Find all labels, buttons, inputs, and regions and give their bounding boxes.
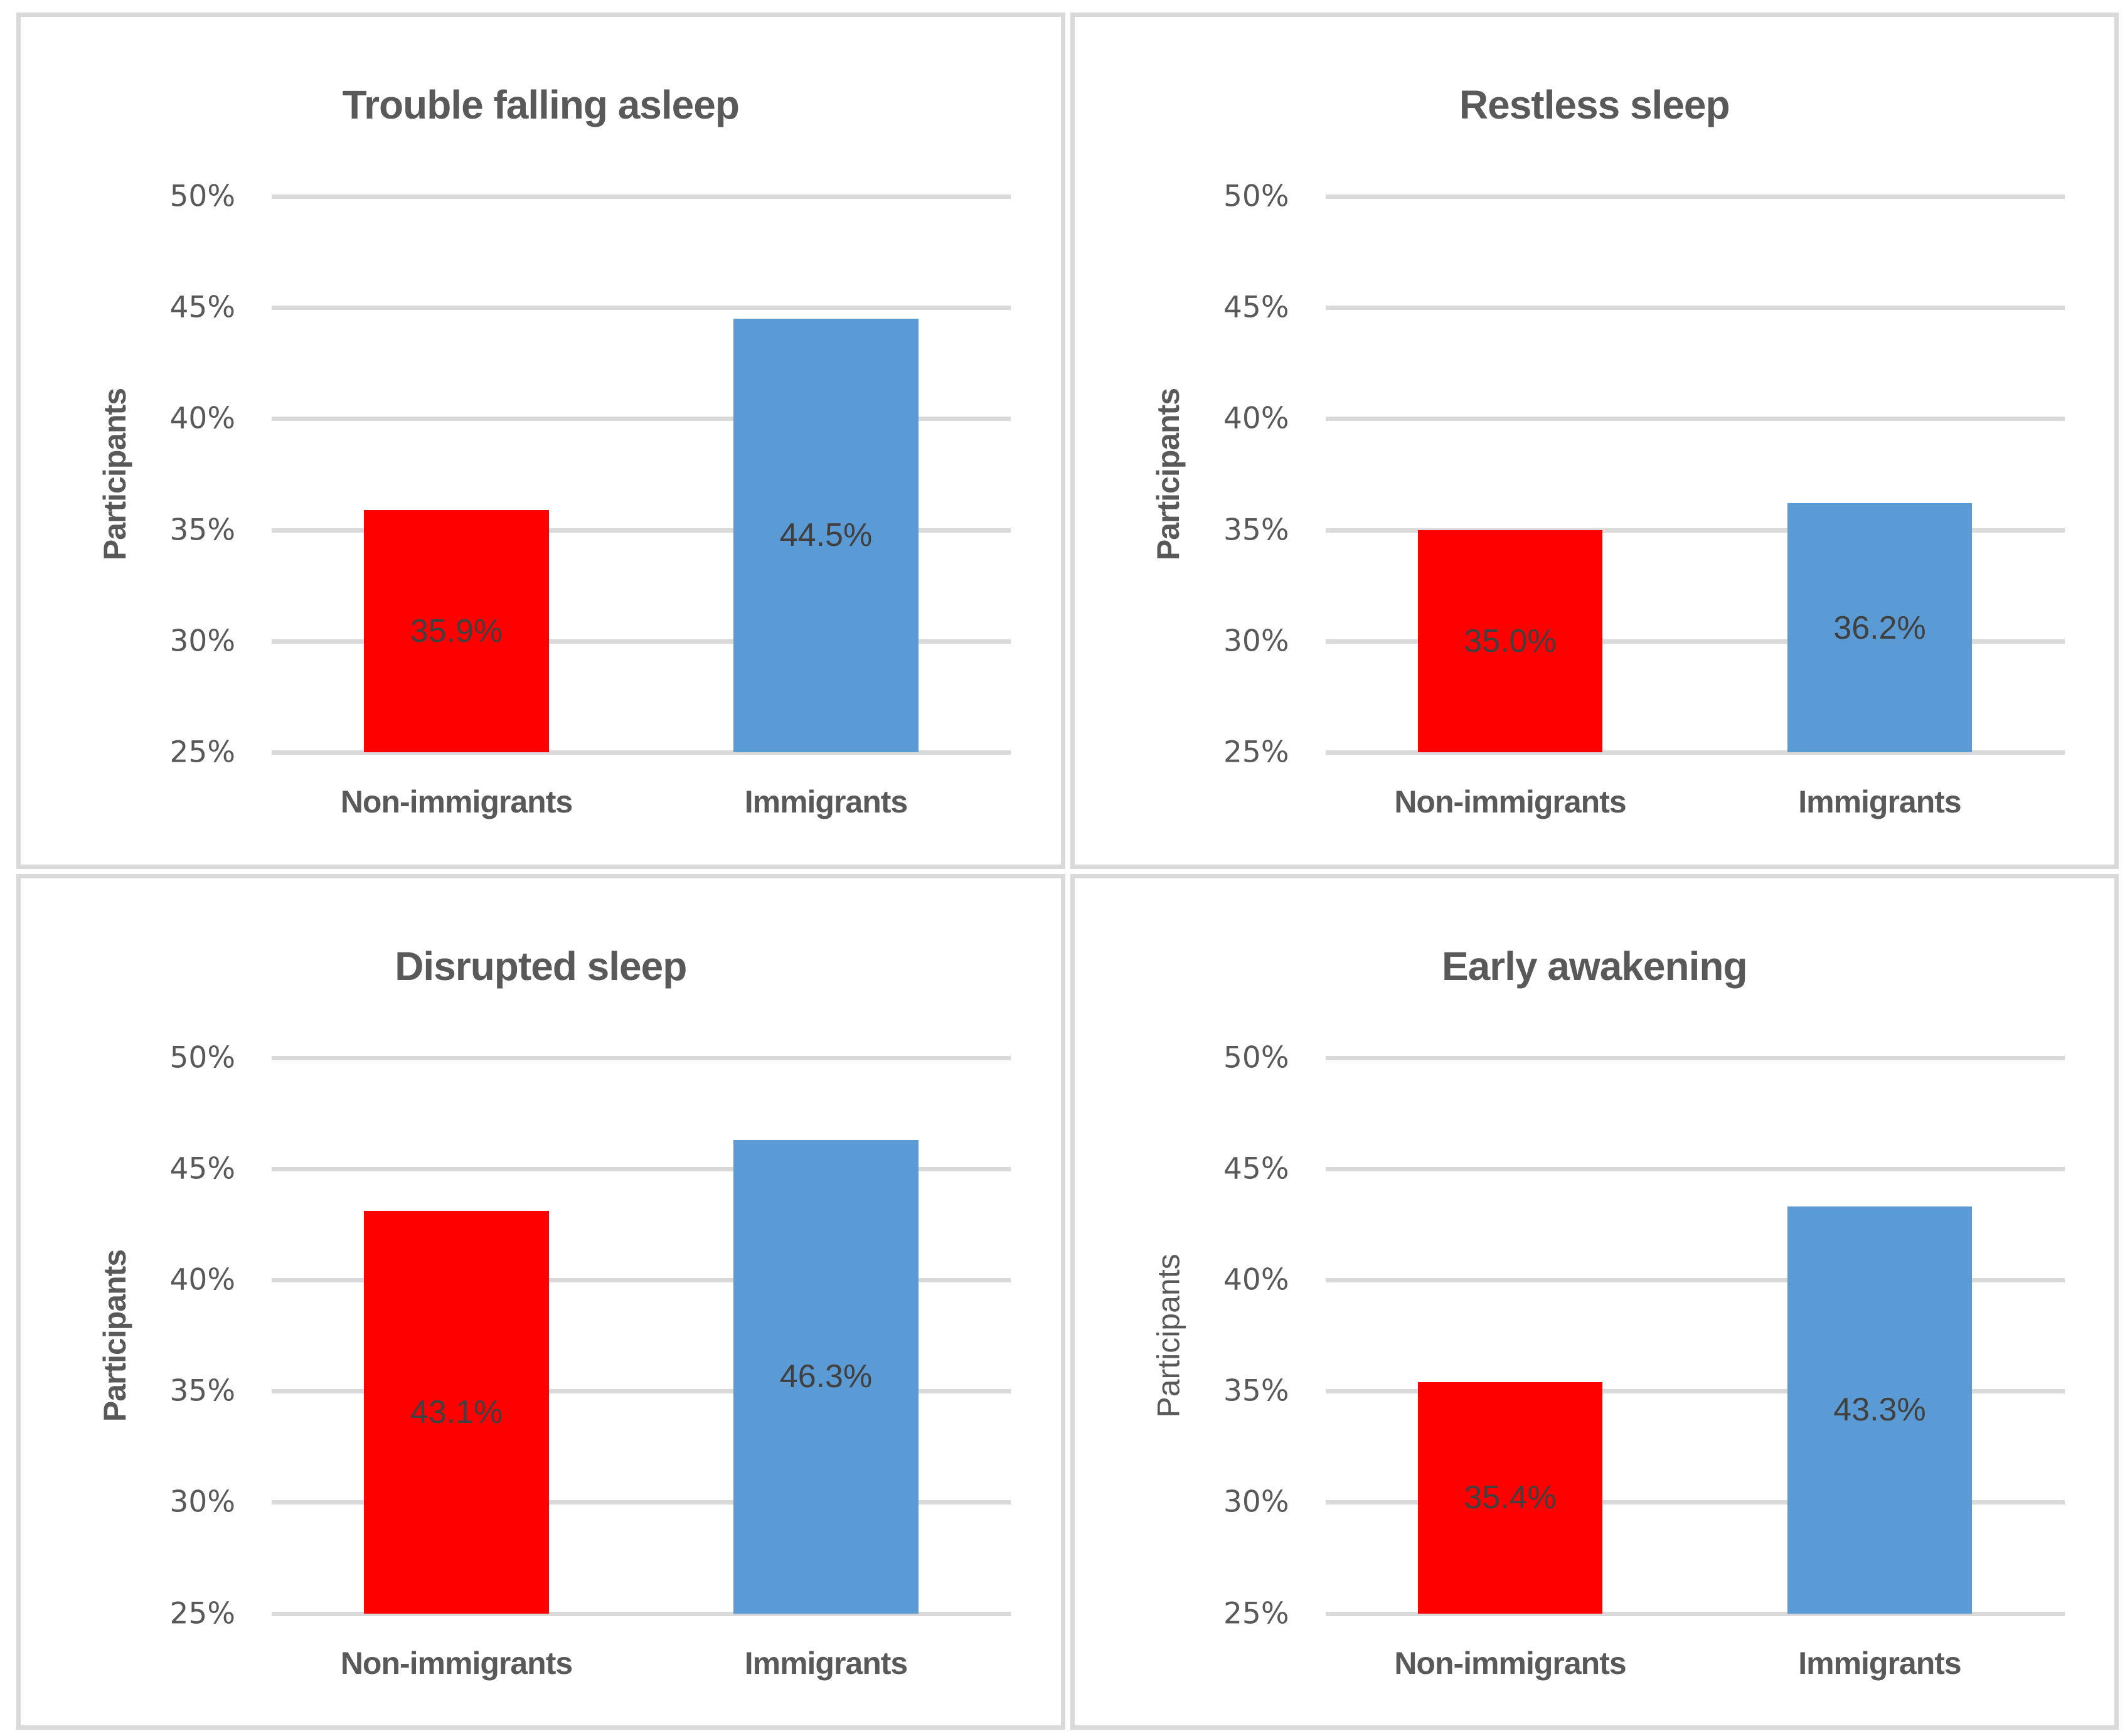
y-tick-label: 35% — [1223, 513, 1289, 548]
chart-title: Trouble falling asleep — [342, 82, 740, 128]
gridline — [272, 1389, 1011, 1394]
chart-panel-1: Restless sleep Participants 50% 45% 40% 35%… — [1070, 13, 2119, 869]
gridline — [272, 1055, 1011, 1060]
x-category-label: Non-immigrants — [1394, 1645, 1626, 1681]
x-axis-labels: Non-immigrants Immigrants — [1326, 1645, 2065, 1681]
x-category-label: Immigrants — [744, 1645, 908, 1681]
plot-area: 50% 45% 40% 35% 30% 25% 43.1% 46.3% — [170, 1040, 1011, 1631]
gridline — [272, 1500, 1011, 1505]
gridline — [1325, 1389, 2065, 1394]
x-category-label: Non-immigrants — [340, 1645, 573, 1681]
bar-value-label: 35.4% — [1464, 1479, 1557, 1516]
y-tick-label: 35% — [1223, 1373, 1289, 1409]
y-tick-label: 45% — [1223, 290, 1289, 325]
x-axis-labels: Non-immigrants Immigrants — [272, 784, 1011, 820]
x-axis-labels: Non-immigrants Immigrants — [272, 1645, 1011, 1681]
y-tick-label: 25% — [169, 1596, 235, 1631]
y-tick-label: 30% — [1223, 1484, 1289, 1520]
chart-title: Early awakening — [1441, 943, 1748, 989]
y-tick-label: 50% — [1223, 179, 1289, 214]
gridline — [1325, 1055, 2065, 1060]
x-axis-labels: Non-immigrants Immigrants — [1326, 784, 2065, 820]
chart-panel-3: Early awakening Participants 50% 45% 40% 35… — [1070, 873, 2119, 1730]
bar-value-label: 44.5% — [779, 517, 873, 554]
sleep-problems-figure: Trouble falling asleep Participants 50% 4… — [16, 13, 2119, 1730]
bar-value-label: 35.9% — [410, 612, 503, 649]
bar-immigrants: 46.3% — [733, 1139, 919, 1614]
bar-value-label: 43.1% — [410, 1393, 503, 1430]
gridline — [1325, 1277, 2065, 1282]
y-tick-label: 40% — [169, 401, 235, 436]
gridline — [1325, 306, 2065, 311]
x-category-label: Immigrants — [1798, 1645, 1962, 1681]
y-tick-label: 25% — [1223, 1596, 1289, 1631]
bar-non-immigrants: 35.9% — [364, 509, 549, 752]
plot-area: 50% 45% 40% 35% 30% 25% 35.4% 43.3% — [1223, 1040, 2065, 1631]
gridline — [272, 528, 1011, 533]
y-tick-label: 40% — [169, 1262, 235, 1297]
y-axis-title: Participants — [78, 196, 151, 752]
bar-non-immigrants: 35.0% — [1417, 530, 1603, 752]
y-tick-label: 30% — [169, 624, 235, 659]
x-category-label: Non-immigrants — [1394, 784, 1626, 819]
x-category-label: Immigrants — [744, 784, 908, 819]
bar-value-label: 35.0% — [1464, 622, 1557, 659]
gridline — [1325, 528, 2065, 533]
y-tick-label: 50% — [169, 1040, 235, 1075]
plot-area: 50% 45% 40% 35% 30% 25% 35.0% 36.2% — [1223, 179, 2065, 770]
chart-title: Restless sleep — [1459, 82, 1730, 128]
bar-immigrants: 36.2% — [1787, 503, 1973, 752]
y-tick-label: 50% — [1223, 1040, 1289, 1075]
bar-immigrants: 44.5% — [733, 318, 919, 752]
y-tick-label: 45% — [1223, 1151, 1289, 1186]
gridline — [272, 306, 1011, 311]
gridline — [272, 750, 1011, 755]
y-axis-title: Participants — [78, 1058, 151, 1614]
gridline — [272, 194, 1011, 199]
gridline — [1325, 1166, 2065, 1171]
y-axis-title-text: Participants — [1151, 1253, 1186, 1418]
bar-value-label: 46.3% — [779, 1358, 873, 1395]
gridline — [272, 1611, 1011, 1616]
gridline — [1325, 750, 2065, 755]
y-axis-title: Participants — [1132, 196, 1205, 752]
y-tick-label: 45% — [169, 290, 235, 325]
y-axis-title-text: Participants — [97, 1249, 132, 1422]
y-tick-label: 25% — [169, 735, 235, 770]
chart-title: Disrupted sleep — [395, 943, 687, 989]
plot-area: 50% 45% 40% 35% 30% 25% 35.9% 44.5% — [170, 179, 1011, 770]
bar-non-immigrants: 43.1% — [364, 1211, 549, 1614]
bar-non-immigrants: 35.4% — [1417, 1382, 1603, 1614]
y-tick-label: 35% — [169, 1373, 235, 1409]
y-tick-label: 30% — [169, 1484, 235, 1520]
gridline — [272, 417, 1011, 422]
y-tick-label: 35% — [169, 513, 235, 548]
x-category-label: Non-immigrants — [340, 784, 573, 819]
chart-panel-0: Trouble falling asleep Participants 50% 4… — [16, 13, 1065, 869]
gridline — [1325, 1611, 2065, 1616]
gridline — [272, 1277, 1011, 1282]
gridline — [272, 1166, 1011, 1171]
x-category-label: Immigrants — [1798, 784, 1962, 819]
gridline — [1325, 194, 2065, 199]
gridline — [1325, 1500, 2065, 1505]
y-axis-title-text: Participants — [97, 388, 132, 561]
y-tick-label: 30% — [1223, 624, 1289, 659]
y-tick-label: 40% — [1223, 401, 1289, 436]
y-tick-label: 40% — [1223, 1262, 1289, 1297]
y-axis-title: Participants — [1132, 1058, 1205, 1614]
gridline — [272, 639, 1011, 644]
y-tick-label: 25% — [1223, 735, 1289, 770]
chart-panel-2: Disrupted sleep Participants 50% 45% 40% 35… — [16, 873, 1065, 1730]
bar-immigrants: 43.3% — [1787, 1206, 1973, 1614]
bar-value-label: 43.3% — [1833, 1392, 1926, 1429]
y-axis-title-text: Participants — [1151, 388, 1186, 561]
y-tick-label: 45% — [169, 1151, 235, 1186]
bar-value-label: 36.2% — [1833, 609, 1926, 646]
y-tick-label: 50% — [169, 179, 235, 214]
gridline — [1325, 639, 2065, 644]
gridline — [1325, 417, 2065, 422]
